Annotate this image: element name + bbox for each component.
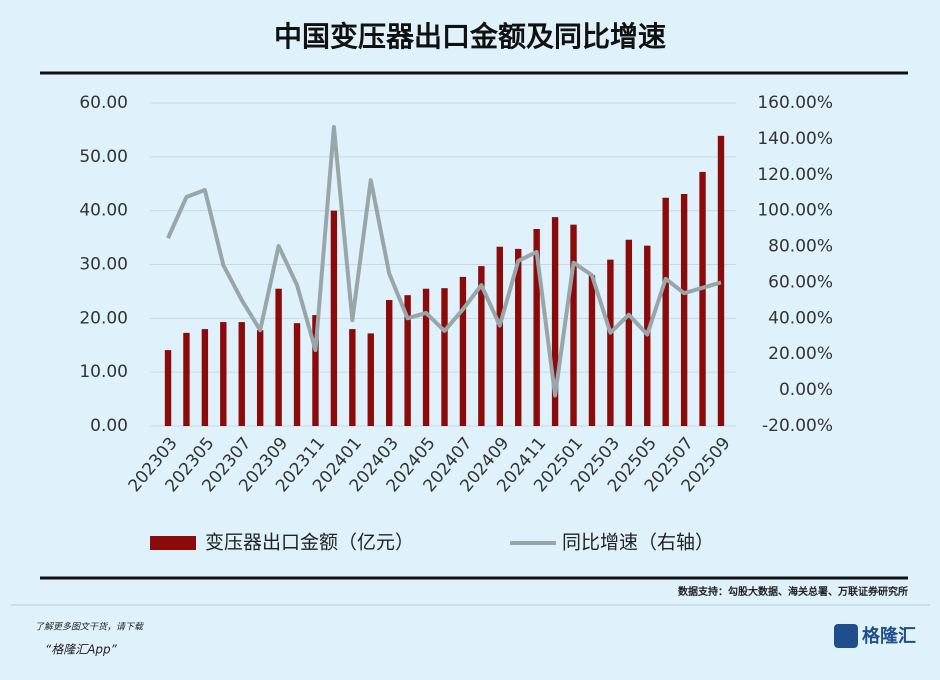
y2-tick-label: 100.00% <box>757 201 833 221</box>
y-tick-label: 60.00 <box>79 93 128 113</box>
bar <box>662 197 669 426</box>
y-tick-label: 30.00 <box>79 255 128 275</box>
bar <box>496 246 503 426</box>
bar <box>312 315 319 426</box>
legend-swatch <box>150 536 196 550</box>
bar <box>717 135 725 427</box>
bar <box>275 288 282 426</box>
bar <box>256 330 264 426</box>
y-tick-label: 10.00 <box>79 362 128 382</box>
bar <box>220 322 227 426</box>
bar <box>625 239 633 426</box>
y2-tick-label: -20.00% <box>762 416 833 436</box>
bar <box>422 288 430 426</box>
bar <box>607 259 614 426</box>
bar <box>367 333 374 426</box>
bar <box>201 329 209 426</box>
y2-tick-label: 20.00% <box>768 344 833 364</box>
footer-app: “格隆汇App” <box>45 643 118 657</box>
legend-label: 同比增速（右轴） <box>562 532 714 554</box>
footer-prompt: 了解更多图文干货，请下载 <box>35 622 144 633</box>
bar <box>330 210 338 426</box>
bar <box>533 228 540 426</box>
y2-tick-label: 140.00% <box>757 129 833 149</box>
bar <box>515 248 522 426</box>
y2-tick-label: 0.00% <box>779 380 833 400</box>
y2-tick-label: 40.00% <box>768 308 833 328</box>
chart-title: 中国变压器出口金额及同比增速 <box>274 20 666 53</box>
bar <box>570 224 577 426</box>
bar <box>551 217 559 426</box>
bar <box>349 329 356 426</box>
logo-icon <box>834 624 858 648</box>
y2-tick-label: 120.00% <box>757 165 833 185</box>
y2-tick-label: 60.00% <box>768 272 833 292</box>
bar <box>680 193 688 426</box>
bar <box>386 300 393 426</box>
bar <box>699 171 706 426</box>
bar <box>293 323 301 426</box>
source: 数据支持：勾股大数据、海关总署、万联证券研究所 <box>678 585 908 598</box>
bar <box>183 332 190 426</box>
bar <box>164 350 172 426</box>
line <box>166 125 722 398</box>
y2-tick-label: 160.00% <box>757 93 833 113</box>
bar <box>459 276 467 426</box>
bar <box>441 288 448 426</box>
logo-text: 格隆汇 <box>862 625 916 647</box>
bar <box>478 266 485 426</box>
y-tick-label: 50.00 <box>79 147 128 167</box>
bar <box>588 275 596 426</box>
bar <box>238 322 245 426</box>
y2-tick-label: 80.00% <box>768 237 833 257</box>
y-tick-label: 0.00 <box>90 416 128 436</box>
y-tick-label: 40.00 <box>79 201 128 221</box>
bar <box>404 295 411 426</box>
legend-label: 变压器出口金额（亿元） <box>205 532 414 554</box>
y-tick-label: 20.00 <box>79 308 128 328</box>
